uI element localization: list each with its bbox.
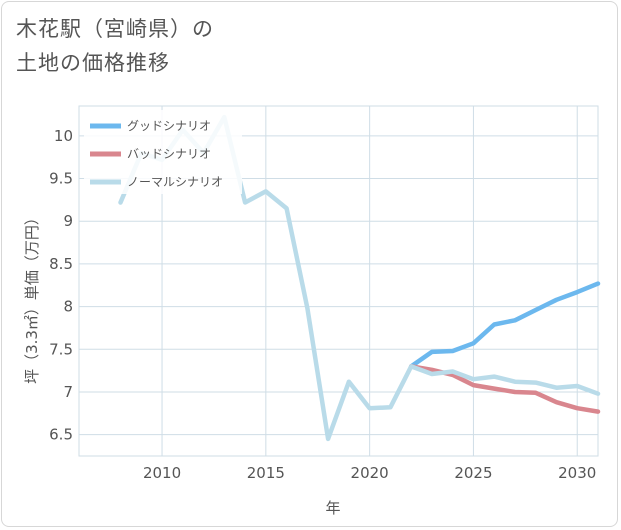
y-tick-label: 6.5 <box>49 426 73 444</box>
y-tick-label: 7.5 <box>49 340 73 358</box>
y-tick-label: 9.5 <box>49 170 73 188</box>
y-tick-label: 7 <box>63 383 73 401</box>
y-tick-label: 8.5 <box>49 255 73 273</box>
x-tick-label: 2020 <box>351 464 389 482</box>
y-axis-label: 坪（3.3㎡）単価（万円） <box>23 210 41 384</box>
legend-label-0: グッドシナリオ <box>127 119 211 133</box>
x-tick-label: 2015 <box>247 464 285 482</box>
chart-title-line-1: 木花駅（宮崎県）の <box>16 17 214 41</box>
y-tick-label: 10 <box>54 127 73 145</box>
tick-labels: 2010 2015 2020 2025 2030 6.5 7 7.5 8 8.5 9 9.5 10 <box>49 127 596 482</box>
x-tick-label: 2010 <box>143 464 181 482</box>
x-axis-label: 年 <box>325 499 340 517</box>
plot-frame <box>78 105 599 457</box>
chart-title-line-2: 土地の価格推移 <box>16 51 170 75</box>
y-tick-label: 8 <box>63 298 73 316</box>
chart-title: 木花駅（宮崎県）の 土地の価格推移 <box>16 12 214 80</box>
x-tick-label: 2030 <box>558 464 596 482</box>
series-line-0 <box>408 281 601 369</box>
legend-label-1: バッドシナリオ <box>127 147 211 161</box>
x-tick-label: 2025 <box>454 464 492 482</box>
legend-label-2: ノーマルシナリオ <box>127 175 223 189</box>
y-tick-label: 9 <box>63 212 73 230</box>
